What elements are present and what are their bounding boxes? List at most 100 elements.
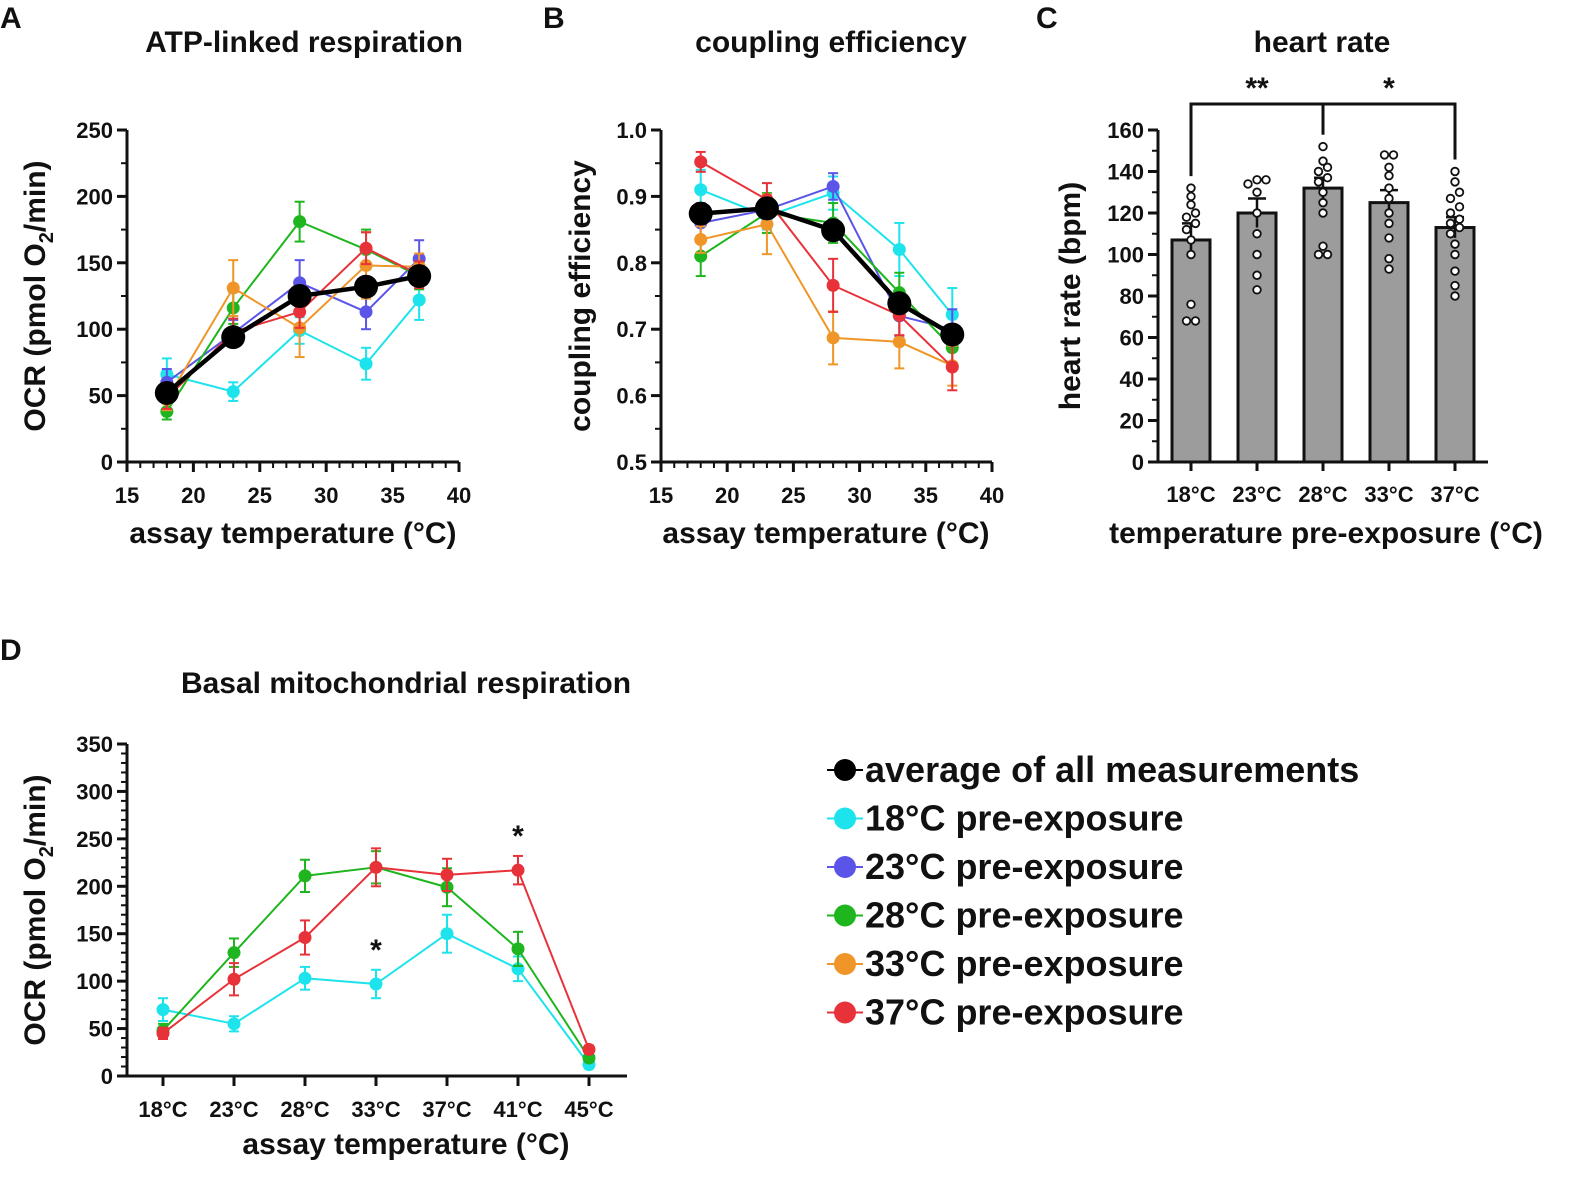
panel-c-data-point: [1445, 229, 1456, 239]
panel-d-x-tick-label: 18°C: [138, 1097, 187, 1122]
panel-b-pre18-point: [892, 243, 906, 257]
panel-title-a: ATP-linked respiration: [145, 26, 463, 59]
panel-title-d: Basal mitochondrial respiration: [181, 667, 631, 700]
panel-c-data-point: [1384, 253, 1394, 264]
panel-a-y-tick-label: 200: [76, 184, 113, 209]
panel-d-x-tick-label: 33°C: [351, 1097, 400, 1122]
panel-c-data-point: [1186, 249, 1196, 260]
panel-c-data-point: [1190, 208, 1201, 218]
panel-c-data-point: [1454, 202, 1465, 212]
panel-label-b: B: [543, 2, 565, 35]
panel-b-y-tick-label: 0.6: [616, 384, 647, 409]
legend-label: 23°C pre-exposure: [865, 846, 1184, 887]
panel-a-y-tick-label: 250: [76, 118, 113, 143]
panel-d-y-tick-label: 250: [76, 827, 113, 852]
panel-d-x-tick-label: 45°C: [564, 1097, 613, 1122]
panel-c-data-point: [1450, 166, 1460, 177]
panel-a-x-tick-label: 30: [314, 483, 338, 508]
panel-b-average-point: [688, 201, 713, 226]
panel-c-data-point: [1186, 199, 1196, 210]
panel-c-data-point: [1318, 208, 1328, 218]
panel-c-y-tick-label: 140: [1107, 160, 1144, 185]
panel-d-x-tick-label: 28°C: [280, 1097, 329, 1122]
panel-c-data-point: [1313, 177, 1324, 187]
panel-a-y-tick-label: 50: [89, 384, 113, 409]
panel-c-x-tick-label: 37°C: [1430, 482, 1479, 507]
panel-c-data-point: [1322, 249, 1333, 260]
panel-c-data-point: [1252, 270, 1262, 280]
panel-b-x-tick-label: 25: [781, 483, 805, 508]
panel-b-y-tick-label: 0.5: [616, 450, 647, 475]
panel-a-pre18-point: [226, 385, 240, 399]
panel-c-data-point: [1252, 175, 1262, 185]
panel-label-a: A: [0, 2, 22, 35]
panel-title-b: coupling efficiency: [695, 26, 967, 59]
panel-b-y-tick-label: 0.9: [616, 184, 647, 209]
panel-c-y-tick-label: 100: [1107, 243, 1144, 268]
panel-c-data-point: [1181, 224, 1192, 235]
panel-d-pre18-point: [156, 1003, 170, 1017]
panel-b-x-tick-label: 35: [914, 483, 938, 508]
legend-swatch-marker: [834, 759, 856, 781]
panel-b-y-tick-label: 1.0: [616, 118, 647, 143]
panel-c-data-point: [1450, 291, 1460, 301]
panel-c-data-point: [1445, 218, 1456, 229]
panel-c-data-point: [1252, 187, 1262, 197]
panel-d-x-tick-label: 23°C: [209, 1097, 258, 1122]
panel-title-c: heart rate: [1254, 26, 1391, 59]
panel-c-data-point: [1384, 193, 1394, 204]
panel-b-pre33-point: [826, 331, 840, 345]
panel-c-data-point: [1322, 173, 1333, 183]
legend-swatch-marker: [834, 904, 856, 927]
panel-b-pre33-point: [694, 233, 708, 247]
panel-c-data-point: [1384, 183, 1394, 193]
panel-a-x-tick-label: 25: [248, 483, 272, 508]
panel-c-data-point: [1454, 214, 1465, 224]
panel-d-x-axis-label: assay temperature (°C): [242, 1128, 569, 1161]
panel-d-y-tick-label: 50: [89, 1017, 113, 1042]
panel-a-pre37-point: [293, 305, 307, 319]
panel-b-average-point: [821, 218, 846, 243]
panel-c-significance-label: **: [1245, 72, 1269, 105]
panel-d-pre37-point: [582, 1042, 596, 1056]
panel-d-y-tick-label: 0: [101, 1064, 113, 1089]
panel-d-pre18-point: [227, 1017, 241, 1031]
panel-c-data-point: [1454, 222, 1465, 233]
panel-a-pre37-point: [359, 241, 373, 255]
panel-c-significance-bracket: [1321, 102, 1457, 160]
panel-d-x-tick-label: 37°C: [422, 1097, 471, 1122]
panel-b-x-tick-label: 40: [980, 483, 1004, 508]
panel-b-x-tick-label: 30: [847, 483, 871, 508]
panel-a-pre23-point: [359, 305, 373, 319]
legend-swatch-marker: [834, 856, 856, 878]
panel-c-data-point: [1186, 183, 1196, 193]
panel-a-x-tick-label: 15: [115, 483, 139, 508]
panel-d-chart: 0 50 100 150 200 250 300 350 18°C 23°C 28°C 33°C 37°…: [19, 732, 627, 1161]
panel-label-d: D: [0, 634, 22, 667]
panel-d-pre37-point: [440, 868, 454, 882]
panel-c-significance-bracket: [1189, 102, 1325, 177]
panel-d-y-tick-label: 100: [76, 969, 113, 994]
panel-d-x-tick-label: 41°C: [493, 1097, 542, 1122]
panel-c-y-axis-label: heart rate (bpm): [1054, 182, 1087, 410]
panel-b-pre33-series-line: [700, 223, 953, 367]
legend-swatch-marker: [834, 1001, 856, 1024]
panel-a-pre18-point: [359, 357, 373, 371]
panel-a-pre33-point: [226, 281, 240, 295]
panel-c-x-tick-label: 33°C: [1364, 482, 1413, 507]
panel-c-data-point: [1384, 218, 1394, 229]
panel-b-x-tick-label: 20: [715, 483, 739, 508]
panel-b-y-tick-label: 0.8: [616, 251, 647, 276]
panel-c-x-axis-label: temperature pre-exposure (°C): [1109, 517, 1543, 550]
panel-a-pre28-point: [293, 215, 307, 229]
panel-c-data-point: [1252, 249, 1262, 260]
panel-c-x-tick-label: 23°C: [1232, 482, 1281, 507]
panel-c-y-tick-label: 120: [1107, 201, 1144, 226]
panel-d-pre28-point: [298, 869, 312, 883]
panel-d-y-tick-label: 150: [76, 922, 113, 947]
panel-c-data-point: [1318, 141, 1328, 152]
panel-b-average-point: [887, 291, 912, 316]
panel-b-pre33-point: [892, 335, 906, 349]
panel-b-pre37-point: [694, 155, 708, 169]
legend-label: 18°C pre-exposure: [865, 798, 1184, 839]
